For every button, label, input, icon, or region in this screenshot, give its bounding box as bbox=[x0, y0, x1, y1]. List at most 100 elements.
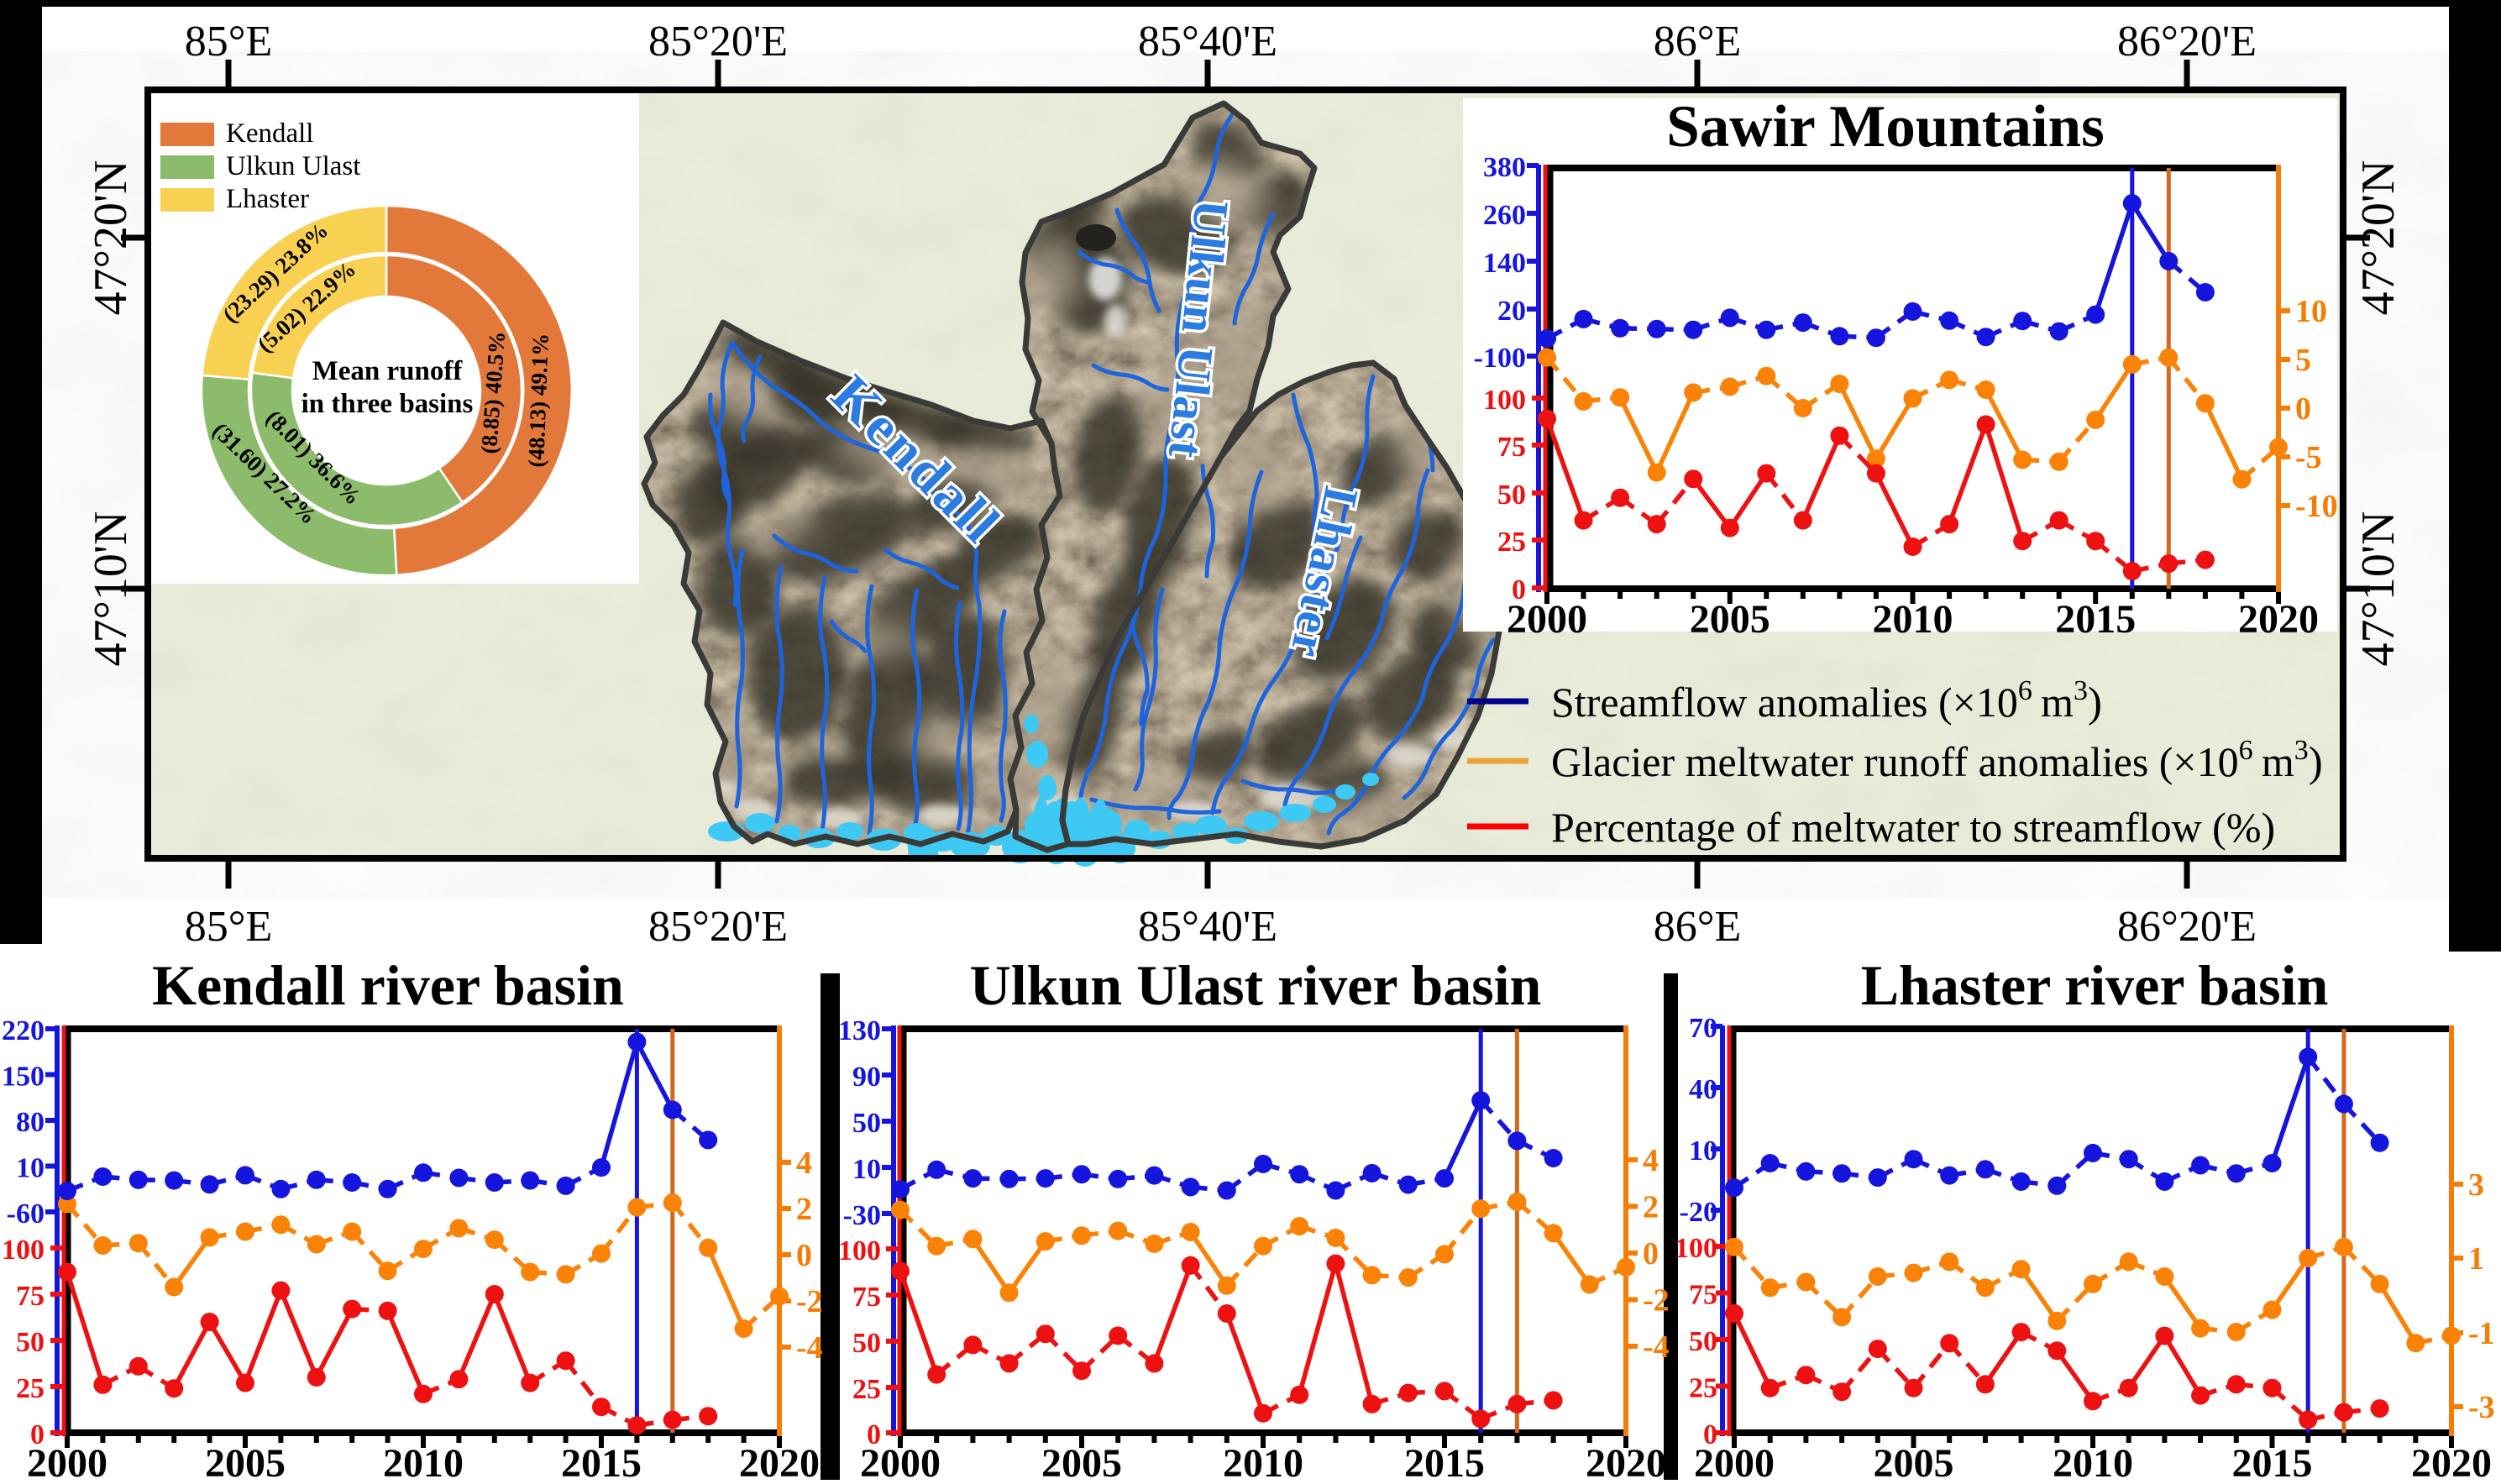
svg-text:75: 75 bbox=[852, 1282, 881, 1313]
svg-text:2015: 2015 bbox=[2055, 597, 2136, 642]
svg-text:100: 100 bbox=[2, 1235, 45, 1266]
svg-text:2020: 2020 bbox=[1586, 1441, 1666, 1480]
svg-text:-60: -60 bbox=[7, 1198, 45, 1230]
svg-text:2020: 2020 bbox=[739, 1441, 820, 1480]
svg-text:-20: -20 bbox=[1680, 1197, 1717, 1228]
svg-text:47°20'N: 47°20'N bbox=[85, 160, 137, 316]
svg-text:0: 0 bbox=[30, 1419, 45, 1450]
svg-text:50: 50 bbox=[16, 1327, 45, 1358]
svg-text:47°10'N: 47°10'N bbox=[2352, 511, 2404, 667]
svg-text:4: 4 bbox=[796, 1146, 812, 1181]
svg-text:-100: -100 bbox=[1474, 343, 1526, 374]
svg-text:130: 130 bbox=[838, 1015, 881, 1046]
svg-text:86°E: 86°E bbox=[1654, 903, 1742, 951]
svg-text:Streamflow anomalies (×106 m3): Streamflow anomalies (×106 m3) bbox=[1551, 675, 2102, 726]
svg-text:2005: 2005 bbox=[1041, 1441, 1122, 1480]
svg-text:85°E: 85°E bbox=[185, 18, 273, 66]
svg-text:47°10'N: 47°10'N bbox=[85, 511, 137, 667]
svg-text:86°20'E: 86°20'E bbox=[2117, 18, 2257, 66]
svg-text:0: 0 bbox=[1643, 1236, 1659, 1272]
svg-text:70: 70 bbox=[1689, 1013, 1717, 1044]
svg-text:-4: -4 bbox=[1643, 1329, 1670, 1365]
svg-text:Percentage of meltwater to str: Percentage of meltwater to streamflow (%… bbox=[1551, 804, 2275, 851]
svg-text:Sawir Mountains: Sawir Mountains bbox=[1666, 94, 2104, 160]
svg-text:10: 10 bbox=[1689, 1135, 1717, 1167]
svg-text:40: 40 bbox=[1689, 1074, 1717, 1105]
svg-text:2015: 2015 bbox=[2232, 1441, 2313, 1480]
svg-text:25: 25 bbox=[1689, 1373, 1717, 1404]
svg-text:-2: -2 bbox=[796, 1284, 823, 1319]
svg-text:Glacier meltwater runoff anoma: Glacier meltwater runoff anomalies (×106… bbox=[1551, 735, 2323, 786]
svg-text:85°40'E: 85°40'E bbox=[1138, 903, 1277, 951]
svg-text:0: 0 bbox=[867, 1419, 881, 1450]
svg-text:Lhaster: Lhaster bbox=[226, 184, 309, 214]
svg-text:220: 220 bbox=[2, 1015, 45, 1046]
svg-text:in three basins: in three basins bbox=[301, 389, 474, 419]
svg-text:90: 90 bbox=[852, 1062, 881, 1093]
svg-text:2005: 2005 bbox=[205, 1441, 286, 1480]
svg-text:260: 260 bbox=[1483, 200, 1526, 231]
svg-text:50: 50 bbox=[852, 1108, 881, 1139]
svg-text:-2: -2 bbox=[1643, 1283, 1670, 1319]
svg-text:2000: 2000 bbox=[1694, 1441, 1775, 1480]
svg-text:10: 10 bbox=[16, 1153, 45, 1184]
svg-text:-1: -1 bbox=[2468, 1316, 2495, 1351]
svg-text:380: 380 bbox=[1483, 152, 1526, 183]
svg-text:75: 75 bbox=[1689, 1280, 1717, 1311]
svg-text:50: 50 bbox=[1497, 480, 1526, 511]
svg-text:47°20'N: 47°20'N bbox=[2352, 160, 2404, 316]
svg-text:0: 0 bbox=[1512, 574, 1526, 606]
svg-text:2020: 2020 bbox=[2238, 597, 2319, 642]
svg-text:2010: 2010 bbox=[383, 1441, 464, 1480]
svg-text:2015: 2015 bbox=[1404, 1441, 1485, 1480]
svg-text:2010: 2010 bbox=[2053, 1441, 2133, 1480]
svg-text:85°20'E: 85°20'E bbox=[648, 18, 788, 66]
svg-text:-3: -3 bbox=[2468, 1390, 2495, 1425]
svg-text:100: 100 bbox=[838, 1235, 881, 1266]
svg-text:86°E: 86°E bbox=[1654, 18, 1742, 66]
svg-text:50: 50 bbox=[1689, 1326, 1717, 1357]
svg-text:2000: 2000 bbox=[860, 1441, 941, 1480]
svg-text:2: 2 bbox=[796, 1192, 812, 1227]
svg-text:Mean runoff: Mean runoff bbox=[312, 356, 464, 386]
svg-text:1: 1 bbox=[2468, 1241, 2484, 1277]
svg-text:10: 10 bbox=[2295, 294, 2327, 329]
svg-text:Lhaster river basin: Lhaster river basin bbox=[1861, 953, 2329, 1017]
svg-text:2005: 2005 bbox=[1874, 1441, 1954, 1480]
svg-text:50: 50 bbox=[852, 1328, 881, 1359]
svg-text:100: 100 bbox=[1675, 1233, 1717, 1264]
svg-text:-5: -5 bbox=[2295, 440, 2322, 475]
svg-text:85°40'E: 85°40'E bbox=[1138, 18, 1277, 66]
svg-text:140: 140 bbox=[1483, 248, 1526, 279]
svg-text:86°20'E: 86°20'E bbox=[2117, 903, 2257, 951]
svg-text:25: 25 bbox=[852, 1374, 881, 1405]
svg-text:20: 20 bbox=[1497, 296, 1526, 327]
svg-text:Ulkun Ulast: Ulkun Ulast bbox=[226, 151, 360, 181]
svg-text:Kendall river basin: Kendall river basin bbox=[152, 953, 624, 1017]
svg-text:3: 3 bbox=[2468, 1167, 2484, 1203]
svg-text:80: 80 bbox=[16, 1107, 45, 1138]
svg-text:2005: 2005 bbox=[1690, 597, 1770, 642]
svg-text:75: 75 bbox=[16, 1281, 45, 1312]
svg-text:(48.13) 49.1%: (48.13) 49.1% bbox=[523, 333, 553, 468]
svg-text:Ulkun Ulast river basin: Ulkun Ulast river basin bbox=[970, 953, 1542, 1017]
svg-text:2020: 2020 bbox=[2411, 1441, 2492, 1480]
svg-text:-30: -30 bbox=[843, 1200, 881, 1231]
svg-text:2010: 2010 bbox=[1223, 1441, 1303, 1480]
svg-text:25: 25 bbox=[1497, 527, 1526, 558]
svg-text:75: 75 bbox=[1497, 432, 1526, 463]
svg-text:2000: 2000 bbox=[1507, 597, 1587, 642]
svg-text:5: 5 bbox=[2295, 343, 2311, 378]
svg-text:Kendall: Kendall bbox=[226, 118, 313, 149]
svg-text:2010: 2010 bbox=[1873, 597, 1953, 642]
svg-text:10: 10 bbox=[852, 1154, 881, 1185]
svg-text:85°20'E: 85°20'E bbox=[648, 903, 788, 951]
svg-text:0: 0 bbox=[1703, 1419, 1717, 1450]
svg-text:25: 25 bbox=[16, 1373, 45, 1404]
svg-text:2: 2 bbox=[1643, 1190, 1659, 1225]
svg-text:150: 150 bbox=[2, 1062, 45, 1093]
svg-text:0: 0 bbox=[2295, 391, 2311, 427]
svg-text:2015: 2015 bbox=[561, 1441, 642, 1480]
svg-text:2000: 2000 bbox=[27, 1441, 107, 1480]
svg-text:100: 100 bbox=[1483, 385, 1526, 416]
